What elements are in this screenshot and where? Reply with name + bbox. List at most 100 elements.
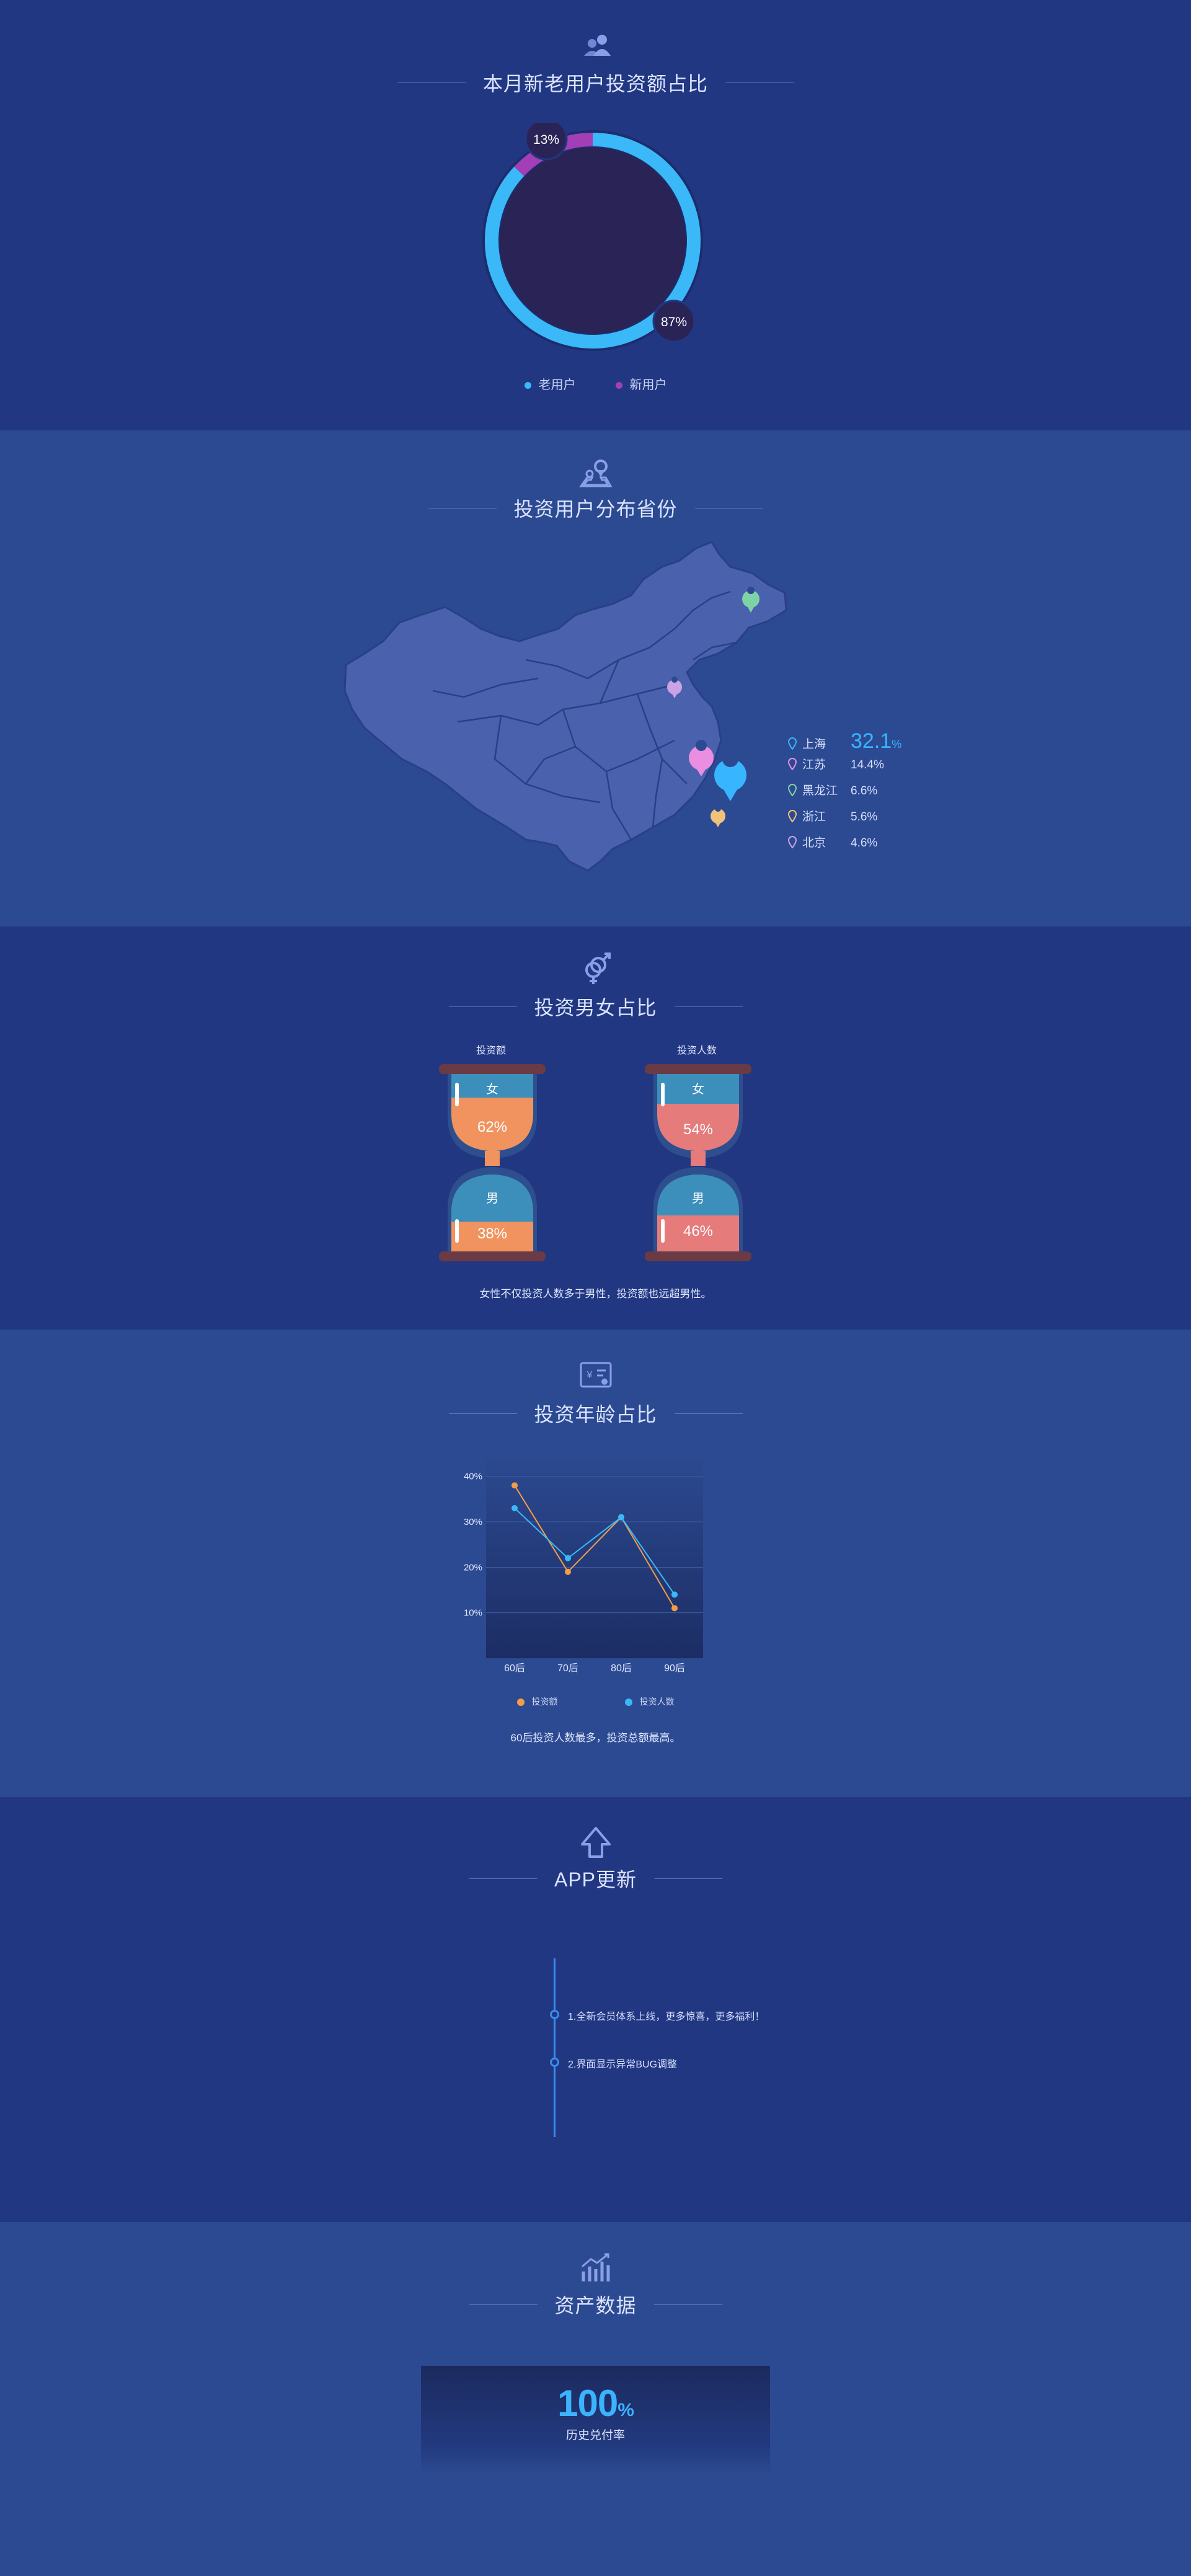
amount-female-label: 女 bbox=[486, 1083, 498, 1096]
amount-male-fill bbox=[451, 1222, 533, 1251]
people-female-label: 女 bbox=[692, 1083, 704, 1096]
x-tick-label: 60后 bbox=[504, 1663, 525, 1674]
x-tick-label: 90后 bbox=[664, 1663, 685, 1674]
payout-rate: 100% bbox=[421, 2382, 770, 2425]
pin-zhejiang[interactable] bbox=[711, 806, 726, 827]
province-pct: 32.1% bbox=[851, 729, 901, 753]
legend-dot-new bbox=[615, 382, 622, 389]
title-line-left bbox=[448, 1413, 517, 1414]
province-name: 江苏 bbox=[802, 758, 826, 771]
section-title: 投资男女占比 bbox=[534, 997, 657, 1019]
payout-rate-unit: % bbox=[618, 2400, 634, 2420]
arrow-up-icon bbox=[580, 1827, 611, 1858]
glass-shine bbox=[661, 1083, 665, 1106]
pin-beijing[interactable] bbox=[667, 677, 683, 698]
section-title: 投资年龄占比 bbox=[534, 1403, 657, 1426]
pin-jiangsu[interactable] bbox=[689, 740, 714, 776]
update-item: 1.全新会员体系上线，更多惊喜，更多福利！ bbox=[568, 2012, 765, 2022]
donut-old-label: 87% bbox=[661, 315, 687, 329]
title-line-left bbox=[469, 2304, 538, 2305]
label-bubble-new bbox=[525, 123, 568, 161]
people-male-label: 男 bbox=[692, 1192, 704, 1206]
amount-male-pct: 38% bbox=[477, 1225, 508, 1242]
amount-female-pct: 62% bbox=[477, 1119, 508, 1135]
section-age: ¥ 投资年龄占比 10% 20% 30% 40% 60后 70后 80后 90后 投资额 投… bbox=[0, 1330, 1191, 1797]
province-row: 浙江 5.6% bbox=[787, 807, 949, 833]
donut-new-label: 13% bbox=[533, 133, 559, 147]
location-pin-icon bbox=[787, 784, 797, 796]
users-icon bbox=[583, 35, 611, 56]
payout-rate-label: 历史兑付率 bbox=[565, 2429, 625, 2442]
svg-text:¥: ¥ bbox=[586, 1370, 592, 1380]
id-card-icon: ¥ bbox=[580, 1362, 611, 1388]
age-legend: 投资额 投资人数 bbox=[516, 1695, 675, 1708]
title-line-left bbox=[468, 1878, 537, 1879]
y-tick-label: 40% bbox=[464, 1472, 482, 1482]
location-pin-icon bbox=[787, 836, 797, 848]
data-point bbox=[511, 1505, 518, 1511]
province-name: 北京 bbox=[802, 837, 826, 850]
legend-dot-old bbox=[524, 382, 531, 389]
province-pct-value: 32.1 bbox=[851, 729, 892, 753]
province-pct: 6.6% bbox=[851, 784, 878, 797]
location-pin-icon bbox=[787, 810, 797, 822]
data-point bbox=[565, 1568, 571, 1575]
data-point bbox=[618, 1514, 624, 1521]
people-female-pct: 54% bbox=[683, 1121, 714, 1138]
legend-people-label: 投资人数 bbox=[639, 1697, 675, 1707]
glass-shine bbox=[661, 1219, 665, 1243]
province-name: 浙江 bbox=[802, 811, 826, 824]
amount-male-label: 男 bbox=[486, 1192, 498, 1206]
title-line-right bbox=[674, 1413, 743, 1414]
title-line-right bbox=[654, 1878, 723, 1879]
legend-dot-amount bbox=[516, 1699, 525, 1707]
legend-new-label: 新用户 bbox=[629, 378, 667, 392]
data-point bbox=[565, 1555, 571, 1561]
plot-area bbox=[486, 1454, 703, 1658]
glass-shine bbox=[455, 1083, 459, 1106]
province-pct: 5.6% bbox=[851, 811, 878, 824]
donut-legend: 老用户 新用户 bbox=[524, 375, 667, 393]
title-line-right bbox=[674, 1006, 743, 1007]
amount-female-fill bbox=[451, 1098, 533, 1151]
people-female-fill bbox=[657, 1104, 739, 1151]
legend-people: 投资人数 bbox=[624, 1695, 675, 1708]
hourglass-amount bbox=[439, 1064, 546, 1261]
section-title: 投资用户分布省份 bbox=[513, 498, 678, 520]
people-male-pct: 46% bbox=[683, 1223, 714, 1240]
province-legend: 上海 32.1% 江苏 14.4% 黑龙江 6.6% 浙江 5.6% 北京 4.… bbox=[787, 729, 949, 859]
legend-dot-people bbox=[624, 1699, 632, 1707]
donut-chart: 13% 87% bbox=[482, 123, 703, 351]
province-row: 上海 32.1% bbox=[787, 729, 949, 755]
legend-old: 老用户 bbox=[524, 375, 576, 393]
map-pin-icon bbox=[578, 460, 613, 487]
province-row: 江苏 14.4% bbox=[787, 755, 949, 781]
people-label: 投资人数 bbox=[676, 1046, 717, 1056]
pin-shanghai[interactable] bbox=[714, 751, 747, 801]
timeline-dot bbox=[550, 2010, 559, 2019]
section-gender: 投资男女占比 投资额 投资人数 女 62% 男 38% 女 54% 男 46% bbox=[0, 926, 1191, 1330]
donut-segment-new bbox=[485, 133, 701, 349]
china-map bbox=[343, 541, 787, 872]
amount-label: 投资额 bbox=[476, 1046, 506, 1056]
section-title-row: APP更新 bbox=[468, 1864, 723, 1893]
section-title-row: 投资男女占比 bbox=[448, 992, 743, 1021]
pin-heilongjiang[interactable] bbox=[742, 587, 760, 613]
section-title-row: 投资用户分布省份 bbox=[428, 494, 763, 522]
series-line bbox=[514, 1508, 675, 1595]
glass-shine bbox=[455, 1219, 459, 1243]
series-line bbox=[514, 1485, 675, 1609]
section-title: APP更新 bbox=[554, 1868, 637, 1891]
age-line-chart: 10% 20% 30% 40% bbox=[464, 1454, 703, 1658]
data-point bbox=[671, 1591, 678, 1598]
timeline-line bbox=[554, 1958, 556, 2137]
y-tick-label: 20% bbox=[464, 1562, 482, 1573]
legend-old-label: 老用户 bbox=[538, 378, 576, 392]
province-name: 上海 bbox=[802, 738, 826, 751]
province-row: 北京 4.6% bbox=[787, 833, 949, 859]
title-line-right bbox=[694, 507, 763, 509]
y-tick-label: 10% bbox=[464, 1608, 482, 1619]
legend-amount-label: 投资额 bbox=[531, 1697, 558, 1707]
hourglass-people bbox=[645, 1064, 751, 1261]
y-tick-label: 30% bbox=[464, 1517, 482, 1527]
